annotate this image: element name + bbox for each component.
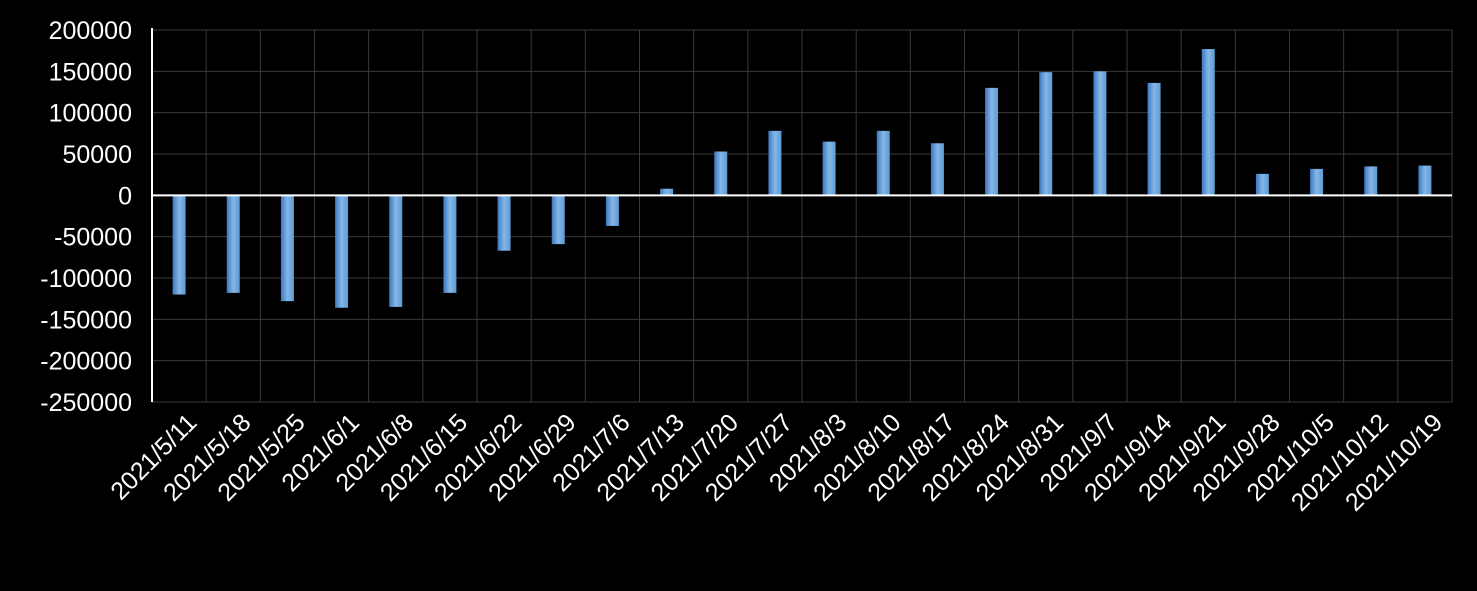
y-tick-label: -150000 [40, 306, 132, 334]
bar-2021-9-7 [1093, 71, 1107, 196]
y-tick-label: -250000 [40, 389, 132, 417]
bar-2021-9-28 [1255, 173, 1269, 196]
bar-2021-10-12 [1364, 166, 1378, 196]
y-tick-label: 150000 [49, 58, 132, 86]
y-tick-labels: 200000 150000 100000 50000 0 -50000 -100000 -15… [40, 17, 132, 417]
bar-2021-8-31 [1039, 72, 1053, 196]
bar-2021-10-19 [1418, 165, 1432, 196]
bar-2021-7-13 [660, 188, 674, 196]
bar-2021-7-27 [768, 130, 782, 196]
bar-2021-6-15 [443, 195, 457, 293]
y-tick-label: -50000 [54, 224, 132, 252]
y-tick-label: 200000 [49, 17, 132, 45]
bar-2021-5-18 [226, 195, 240, 293]
axes [151, 28, 1452, 402]
bar-2021-6-8 [389, 195, 403, 307]
y-tick-label: 50000 [62, 141, 132, 169]
bar-2021-8-10 [876, 130, 890, 196]
bar-2021-8-24 [985, 87, 999, 196]
bar-2021-10-5 [1310, 168, 1324, 196]
y-tick-label: 0 [118, 182, 132, 210]
bar-2021-5-11 [172, 195, 186, 295]
y-tick-label: -100000 [40, 265, 132, 293]
bars [172, 49, 1432, 308]
bar-2021-6-29 [551, 195, 565, 245]
y-tick-label: 100000 [49, 100, 132, 128]
bar-2021-7-6 [605, 195, 619, 226]
bar-2021-9-21 [1201, 49, 1215, 196]
bar-2021-8-17 [930, 143, 944, 196]
bar-2021-6-1 [335, 195, 349, 308]
bar-2021-7-20 [714, 151, 728, 196]
y-tick-label: -200000 [40, 348, 132, 376]
x-tick-labels: 2021/5/112021/5/182021/5/252021/6/12021/… [105, 408, 1448, 516]
bar-2021-6-22 [497, 195, 511, 251]
bar-2021-9-14 [1147, 82, 1161, 196]
bar-2021-5-25 [280, 195, 294, 302]
bar-2021-8-3 [822, 141, 836, 196]
gridlines [152, 29, 1453, 403]
